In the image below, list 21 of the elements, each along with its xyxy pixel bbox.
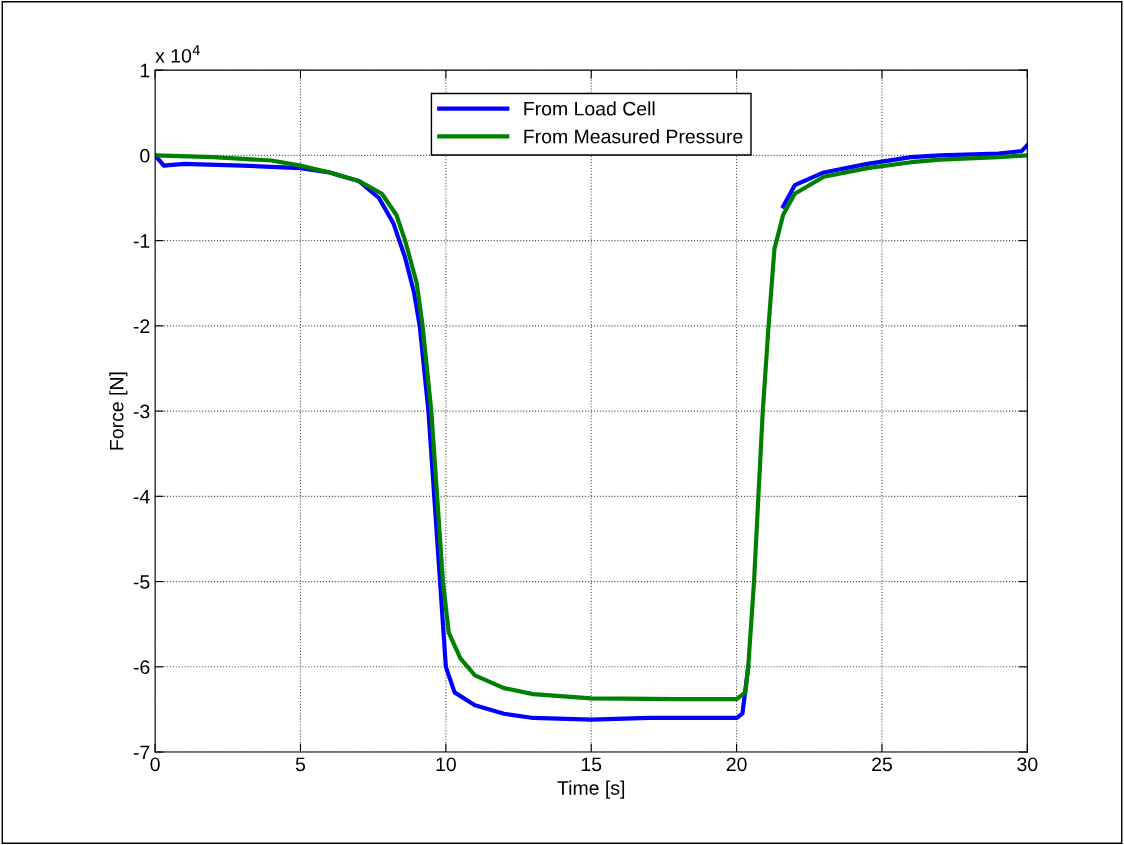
x-tick-label: 25 — [872, 757, 892, 772]
legend-label: From Measured Pressure — [524, 129, 743, 144]
x-tick-label: 20 — [726, 757, 747, 772]
y-tick-label: -2 — [133, 319, 150, 333]
x-tick-label: 30 — [1017, 757, 1038, 772]
x-tick-label: 15 — [581, 757, 602, 772]
y-tick-label: -3 — [133, 404, 150, 419]
y-tick-label: -7 — [133, 745, 150, 760]
y-tick-label: -1 — [133, 234, 150, 248]
x-tick-label: 10 — [436, 757, 456, 772]
legend-label: From Load Cell — [524, 101, 655, 116]
text: x 10$^{4}$ — [155, 45, 200, 63]
y-tick-label: 0 — [140, 148, 150, 163]
y-tick-label: -6 — [133, 660, 150, 675]
x-axis-title: Time [s] — [557, 780, 625, 799]
x-tick-label: 5 — [295, 757, 306, 772]
x-tick-label: 0 — [150, 757, 160, 772]
y-tick-label: -5 — [133, 575, 150, 589]
y-tick-label: 1 — [140, 63, 150, 78]
y-tick-label: -4 — [133, 490, 150, 504]
y-axis-title: Force [N] — [109, 372, 128, 450]
